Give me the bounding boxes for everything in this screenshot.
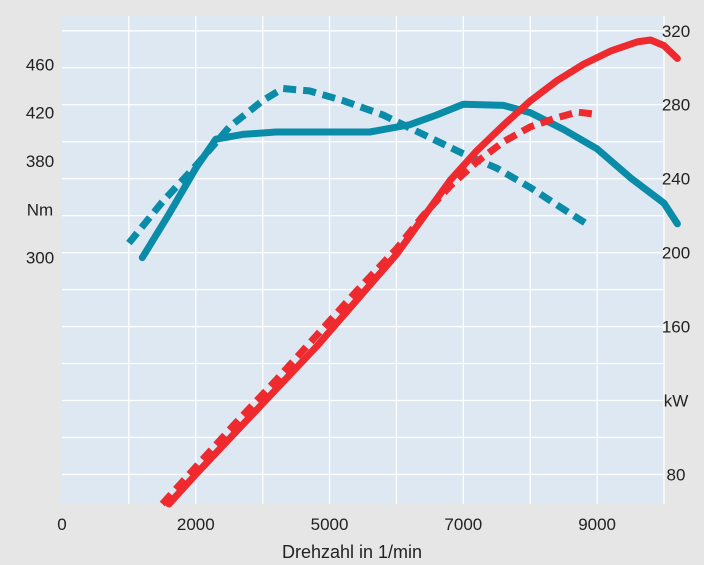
left-tick-label: 460 bbox=[26, 55, 54, 74]
x-axis-title: Drehzahl in 1/min bbox=[282, 542, 422, 562]
x-tick-label: 5000 bbox=[311, 515, 349, 534]
x-tick-label: 9000 bbox=[578, 515, 616, 534]
plot-area bbox=[62, 16, 664, 504]
right-tick-label: 160 bbox=[662, 318, 690, 337]
right-tick-label: 200 bbox=[662, 244, 690, 263]
power-series-solid-line bbox=[165, 36, 681, 508]
x-tick-label: 7000 bbox=[444, 515, 482, 534]
right-axis-ticks: 320 280 240 200 160 80 bbox=[662, 22, 690, 485]
right-tick-label: 240 bbox=[662, 170, 690, 189]
torque-series-dashed-line bbox=[126, 85, 593, 246]
left-axis-unit-label: Nm bbox=[27, 200, 53, 219]
x-tick-label: 0 bbox=[57, 515, 66, 534]
left-tick-label: 380 bbox=[26, 152, 54, 171]
series bbox=[126, 36, 681, 508]
x-tick-label: 2000 bbox=[177, 515, 215, 534]
left-tick-label: 420 bbox=[26, 104, 54, 123]
power-series-dashed-line bbox=[159, 108, 595, 507]
left-axis-ticks: 460 420 380 300 bbox=[26, 55, 54, 267]
right-tick-label: 280 bbox=[662, 96, 690, 115]
left-tick-label: 300 bbox=[26, 249, 54, 268]
grid bbox=[62, 16, 665, 504]
x-axis-ticks: 0 2000 5000 7000 9000 bbox=[57, 515, 616, 534]
right-axis-unit-label: kW bbox=[664, 391, 689, 410]
right-tick-label: 80 bbox=[667, 465, 686, 484]
right-tick-label: 320 bbox=[662, 22, 690, 41]
